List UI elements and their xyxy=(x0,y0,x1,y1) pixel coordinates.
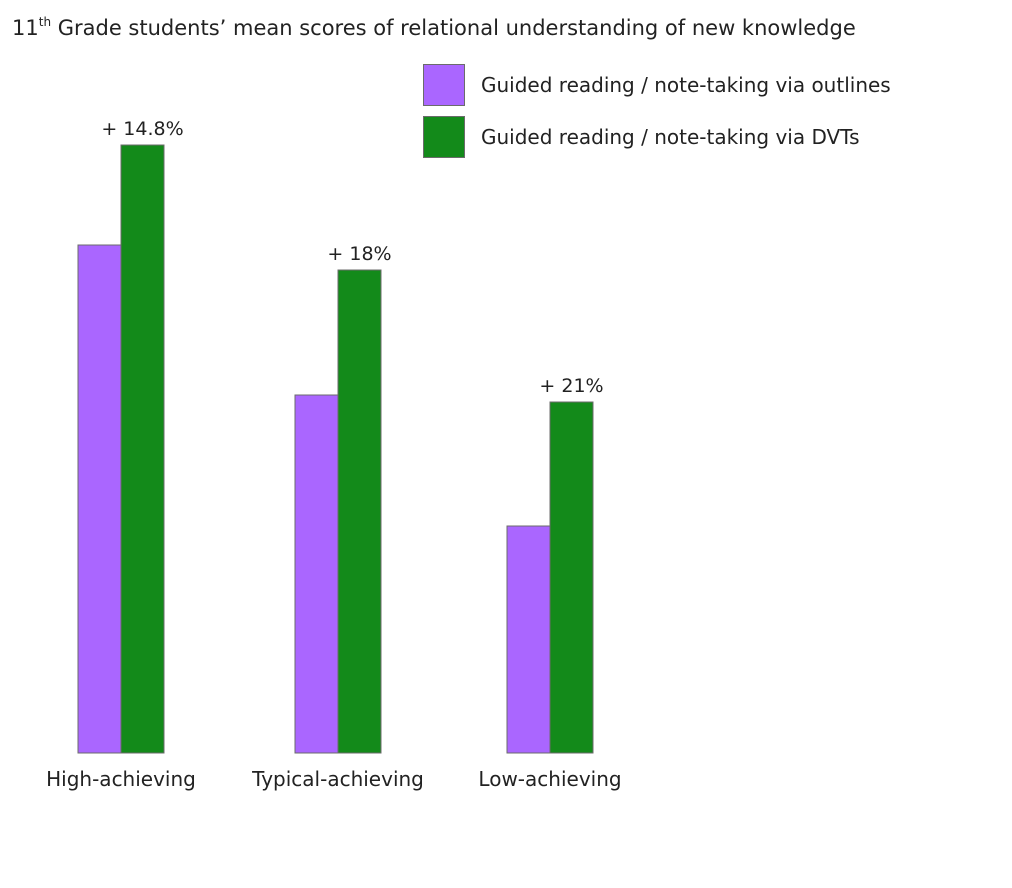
legend-label-dvts: Guided reading / note-taking via DVTs xyxy=(481,125,860,149)
bar-low-achieving-outlines xyxy=(506,525,551,754)
legend-swatch-outlines xyxy=(423,64,465,106)
bar-high-achieving-dvts xyxy=(120,144,165,754)
annotation-low-achieving: + 21% xyxy=(539,375,603,397)
bar-high-achieving-outlines xyxy=(77,244,122,754)
category-label-low-achieving: Low-achieving xyxy=(478,767,621,791)
legend-swatch-dvts xyxy=(423,116,465,158)
bar-typical-achieving-outlines xyxy=(294,394,339,754)
title-prefix: 11 xyxy=(12,16,39,40)
legend-label-outlines: Guided reading / note-taking via outline… xyxy=(481,73,891,97)
annotation-typical-achieving: + 18% xyxy=(327,243,391,265)
category-label-high-achieving: High-achieving xyxy=(46,767,196,791)
title-superscript: th xyxy=(38,15,52,29)
annotation-high-achieving: + 14.8% xyxy=(101,118,183,140)
legend-item-outlines: Guided reading / note-taking via outline… xyxy=(423,63,891,107)
bar-typical-achieving-dvts xyxy=(337,269,382,754)
title-text: Grade students’ mean scores of relationa… xyxy=(51,16,856,40)
category-label-typical-achieving: Typical-achieving xyxy=(251,767,424,791)
legend-item-dvts: Guided reading / note-taking via DVTs xyxy=(423,115,860,159)
chart-title: 11th Grade students’ mean scores of rela… xyxy=(12,16,856,40)
bar-low-achieving-dvts xyxy=(549,401,594,754)
